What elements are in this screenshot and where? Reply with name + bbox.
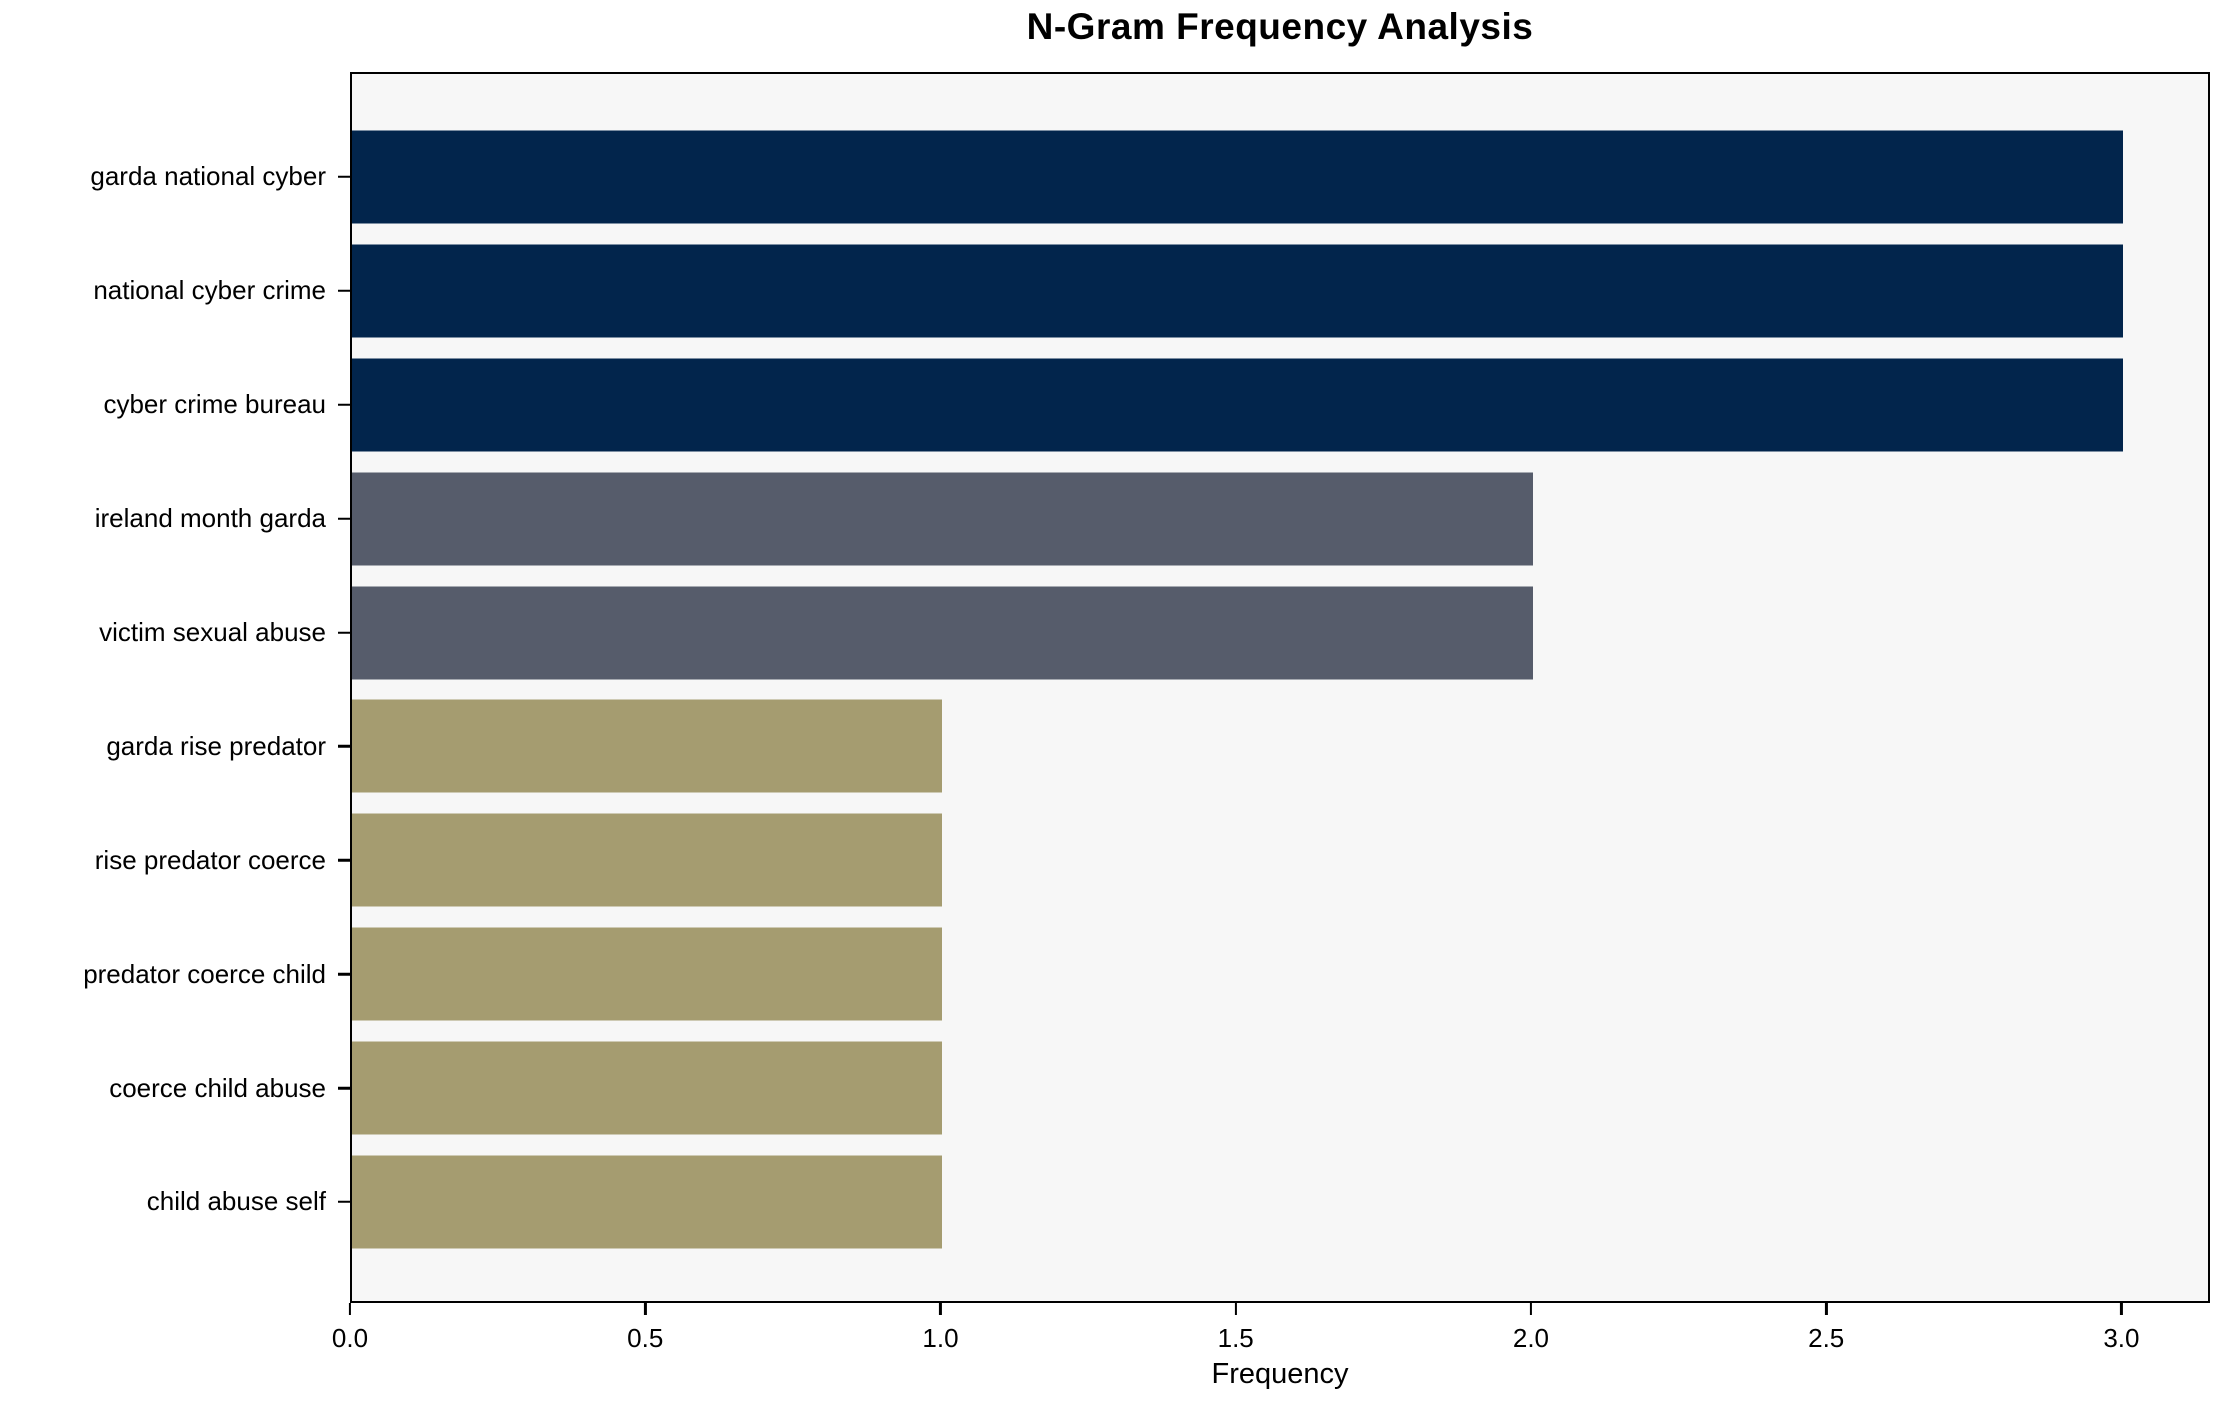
x-tick-mark (1234, 1303, 1237, 1315)
x-tick-mark (1824, 1303, 1828, 1315)
bar-rows-container: garda national cyber national cyber crime… (0, 72, 2210, 1303)
bar (352, 1155, 943, 1249)
y-axis-category-label: national cyber crime (0, 275, 350, 306)
x-tick-mark (348, 1303, 352, 1315)
bar-track (350, 803, 2210, 917)
y-axis-category-label: coerce child abuse (0, 1073, 350, 1104)
y-axis-category-label: predator coerce child (0, 959, 350, 990)
x-tick: 2.0 (1513, 1303, 1549, 1354)
bar-row: cyber crime bureau (0, 348, 2210, 462)
x-tick: 3.0 (2103, 1303, 2140, 1354)
y-axis-category-label: child abuse self (0, 1186, 350, 1217)
bar-row: rise predator coerce (0, 803, 2210, 917)
bar-track (350, 1145, 2210, 1259)
bar-row: victim sexual abuse (0, 576, 2210, 690)
x-tick-label: 0.5 (627, 1323, 664, 1353)
bar-track (350, 462, 2210, 576)
x-tick-label: 2.5 (1808, 1323, 1845, 1353)
bar-track (350, 917, 2210, 1031)
chart-title: N-Gram Frequency Analysis (1026, 6, 1534, 47)
x-tick-mark (643, 1303, 647, 1315)
y-tick-mark (338, 859, 350, 862)
x-tick-mark (2120, 1303, 2123, 1315)
y-axis-category-label: garda rise predator (0, 731, 350, 762)
bar-track (350, 689, 2210, 803)
y-axis-category-label: ireland month garda (0, 503, 350, 534)
y-axis-category-label: victim sexual abuse (0, 617, 350, 648)
bar-track (350, 234, 2210, 348)
x-axis-label: Frequency (1211, 1358, 1349, 1390)
x-tick: 0.0 (332, 1303, 368, 1354)
bar (352, 358, 2124, 452)
y-axis-category-label: cyber crime bureau (0, 389, 350, 420)
bar (352, 813, 943, 907)
y-tick-mark (338, 517, 350, 520)
x-tick-label: 2.0 (1512, 1323, 1550, 1353)
bar (352, 244, 2124, 338)
y-tick-mark (338, 972, 350, 976)
bar-track (350, 576, 2210, 690)
x-axis-ticks: 0.0 0.5 1.0 1.5 2.0 2.5 3.0 (332, 1303, 2210, 1373)
x-tick-label: 1.5 (1217, 1323, 1254, 1353)
bar-row: national cyber crime (0, 234, 2210, 348)
y-axis-category-label: rise predator coerce (0, 845, 350, 876)
bar-row: predator coerce child (0, 917, 2210, 1031)
x-tick: 1.5 (1218, 1303, 1254, 1354)
bar-track (350, 1031, 2210, 1145)
bar-row: garda rise predator (0, 689, 2210, 803)
x-tick: 1.0 (922, 1303, 959, 1354)
x-tick-mark (1529, 1303, 1533, 1315)
bar (352, 130, 2124, 224)
bar (352, 472, 1533, 566)
y-tick-mark (338, 403, 350, 406)
x-tick: 2.5 (1808, 1303, 1844, 1354)
bar-row: ireland month garda (0, 462, 2210, 576)
bar (352, 927, 943, 1021)
bar-track (350, 120, 2210, 234)
y-tick-mark (338, 1200, 350, 1204)
y-tick-mark (338, 1086, 350, 1090)
bar (352, 586, 1533, 679)
y-tick-mark (338, 289, 350, 293)
y-tick-mark (338, 745, 350, 748)
bar (352, 1041, 943, 1135)
x-tick: 0.5 (627, 1303, 663, 1354)
bar-row: child abuse self (0, 1145, 2210, 1259)
y-axis-category-label: garda national cyber (0, 161, 350, 192)
y-tick-mark (338, 631, 350, 634)
x-tick-mark (939, 1303, 942, 1315)
x-tick-label: 1.0 (922, 1323, 959, 1353)
x-tick-label: 0.0 (331, 1323, 369, 1353)
bar-track (350, 348, 2210, 462)
x-tick-label: 3.0 (2103, 1323, 2140, 1353)
bar-row: coerce child abuse (0, 1031, 2210, 1145)
y-tick-mark (338, 175, 350, 179)
bar-row: garda national cyber (0, 120, 2210, 234)
bar (352, 699, 943, 793)
